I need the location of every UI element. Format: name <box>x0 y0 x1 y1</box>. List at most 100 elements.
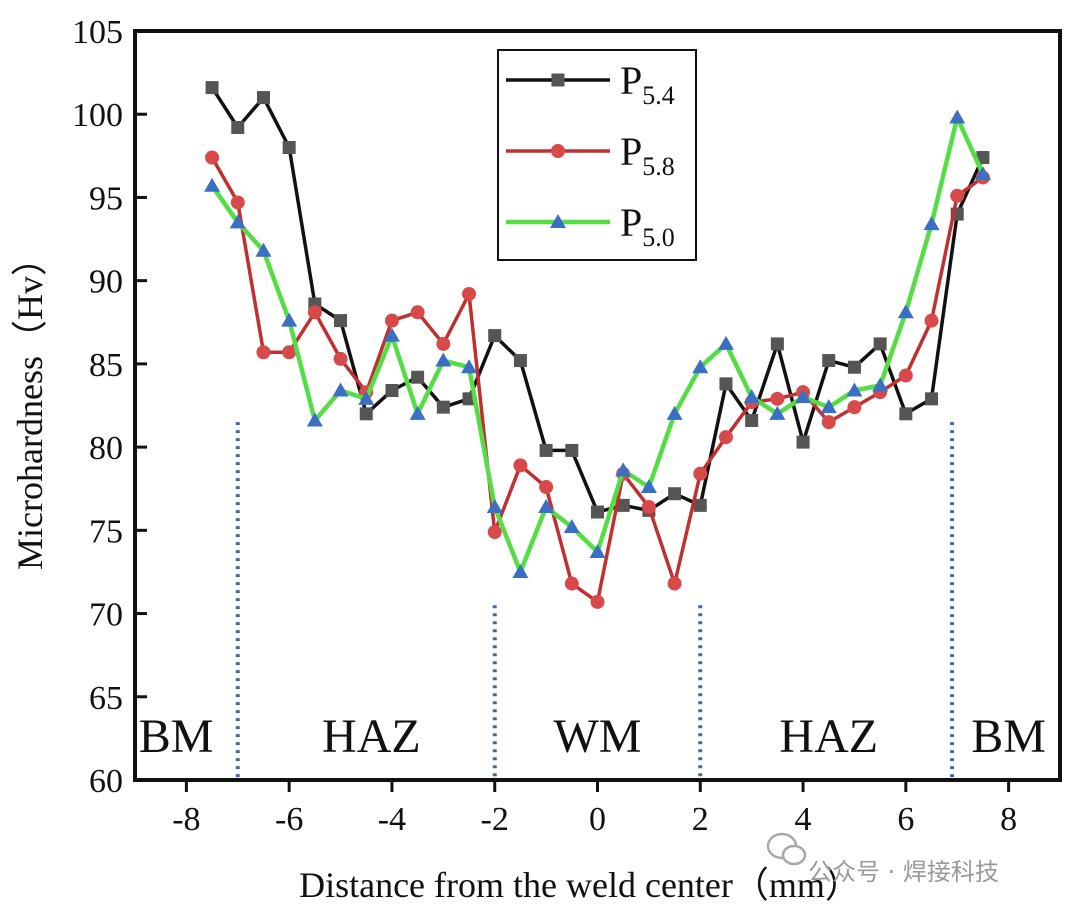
data-point-5.4-23 <box>796 435 810 449</box>
data-point-5.8-11 <box>487 524 502 539</box>
data-point-5.8-20 <box>718 430 733 445</box>
data-point-5.4-12 <box>513 354 527 368</box>
x-tick-label-3: -2 <box>481 801 509 838</box>
legend-box <box>497 49 697 261</box>
region-label-4: BM <box>971 710 1046 763</box>
data-point-5.4-1 <box>231 121 245 135</box>
data-point-5.0-1 <box>229 214 246 229</box>
data-point-5.0-5 <box>332 382 349 397</box>
data-point-5.0-21 <box>743 389 760 404</box>
data-point-5.4-5 <box>334 314 348 328</box>
data-point-5.4-9 <box>436 400 450 414</box>
legend-marker-5.4 <box>551 73 565 87</box>
data-point-5.8-27 <box>898 368 913 383</box>
data-point-5.8-4 <box>307 305 322 320</box>
region-boundaries <box>235 422 955 780</box>
region-label-1: HAZ <box>322 710 421 763</box>
data-point-5.4-14 <box>565 443 579 457</box>
legend-item-5.4: P5.4 <box>506 58 675 110</box>
data-point-5.8-2 <box>256 345 271 360</box>
data-point-5.0-28 <box>923 216 940 231</box>
x-tick-label-8: 8 <box>1000 801 1017 838</box>
data-point-5.0-23 <box>795 389 812 404</box>
y-axis-title: Microhardness（Hv） <box>10 240 50 570</box>
data-point-5.0-11 <box>486 499 503 514</box>
data-point-5.4-19 <box>693 498 707 512</box>
y-tick-label-3: 75 <box>89 513 123 550</box>
legend-label-subscript-5.8: 5.8 <box>642 152 675 181</box>
y-tick-label-6: 90 <box>89 264 123 301</box>
y-tick-label-9: 105 <box>72 14 123 51</box>
data-point-5.8-25 <box>847 400 862 415</box>
data-point-5.0-14 <box>563 519 580 534</box>
region-label-0: BM <box>139 710 214 763</box>
data-point-5.4-30 <box>976 150 990 164</box>
data-point-5.0-17 <box>640 479 657 494</box>
data-point-5.0-3 <box>281 312 298 327</box>
data-point-5.0-0 <box>204 177 221 192</box>
y-tick-label-2: 70 <box>89 597 123 634</box>
data-point-5.8-28 <box>924 313 939 328</box>
legend-label-subscript-5.4: 5.4 <box>642 81 675 110</box>
data-point-5.4-2 <box>256 91 270 105</box>
data-point-5.0-2 <box>255 242 272 257</box>
data-point-5.8-3 <box>282 345 297 360</box>
data-point-5.8-24 <box>821 415 836 430</box>
data-point-5.8-5 <box>333 351 348 366</box>
data-point-5.8-15 <box>590 594 605 609</box>
data-point-5.8-0 <box>205 150 220 165</box>
data-point-5.0-7 <box>383 327 400 342</box>
x-tick-label-7: 6 <box>897 801 914 838</box>
region-labels: BM HAZ WM HAZ BM <box>139 710 1046 763</box>
legend-label-5.4: P5.4 <box>620 58 675 110</box>
data-point-5.4-3 <box>282 141 296 155</box>
data-point-5.4-18 <box>668 487 682 501</box>
data-point-5.4-11 <box>488 329 502 343</box>
y-tick-label-5: 85 <box>89 347 123 384</box>
x-tick-label-1: -6 <box>275 801 303 838</box>
data-point-5.4-22 <box>770 337 784 351</box>
data-point-5.0-9 <box>435 352 452 367</box>
x-tick-label-6: 4 <box>795 801 812 838</box>
legend-marker-5.0 <box>550 214 566 228</box>
series-layer <box>204 81 991 609</box>
legend: P5.4P5.8P5.0 <box>497 49 697 261</box>
x-tick-label-4: 0 <box>589 801 606 838</box>
data-point-5.8-9 <box>436 336 451 351</box>
data-point-5.8-14 <box>564 576 579 591</box>
legend-label-name-5.8: P <box>620 129 642 174</box>
data-point-5.8-10 <box>462 286 477 301</box>
x-tick-label-0: -8 <box>172 801 200 838</box>
legend-label-subscript-5.0: 5.0 <box>642 223 675 252</box>
data-point-5.0-10 <box>461 359 478 374</box>
legend-item-5.8: P5.8 <box>506 129 675 181</box>
data-point-5.4-28 <box>925 392 939 406</box>
data-point-5.4-0 <box>205 81 219 95</box>
legend-item-5.0: P5.0 <box>506 200 675 252</box>
data-point-5.0-27 <box>897 304 914 319</box>
data-point-5.4-24 <box>822 354 836 368</box>
data-point-5.0-19 <box>692 359 709 374</box>
y-tick-label-7: 95 <box>89 180 123 217</box>
data-point-5.4-16 <box>616 498 630 512</box>
data-point-5.4-6 <box>359 407 373 421</box>
data-point-5.8-1 <box>230 195 245 210</box>
data-point-5.8-22 <box>770 391 785 406</box>
y-tick-label-1: 65 <box>89 680 123 717</box>
x-tick-label-5: 2 <box>692 801 709 838</box>
data-point-5.0-20 <box>717 335 734 350</box>
watermark: 公众号 · 焊接科技 <box>766 832 999 886</box>
data-point-5.4-20 <box>719 377 733 391</box>
watermark-text: 公众号 · 焊接科技 <box>808 858 999 886</box>
data-point-5.0-18 <box>666 405 683 420</box>
axes: 60 65 70 75 80 85 90 95 100 105 -8 -6 -4 -2 0 2 4 6 8 <box>72 14 1062 838</box>
y-tick-label-8: 100 <box>72 97 123 134</box>
data-point-5.4-15 <box>591 505 604 519</box>
data-point-5.8-13 <box>539 480 554 495</box>
data-point-5.0-6 <box>358 390 375 405</box>
legend-label-5.0: P5.0 <box>620 200 675 252</box>
region-label-2: WM <box>554 710 642 763</box>
legend-marker-5.8 <box>551 144 565 158</box>
y-tick-label-4: 80 <box>89 430 123 467</box>
